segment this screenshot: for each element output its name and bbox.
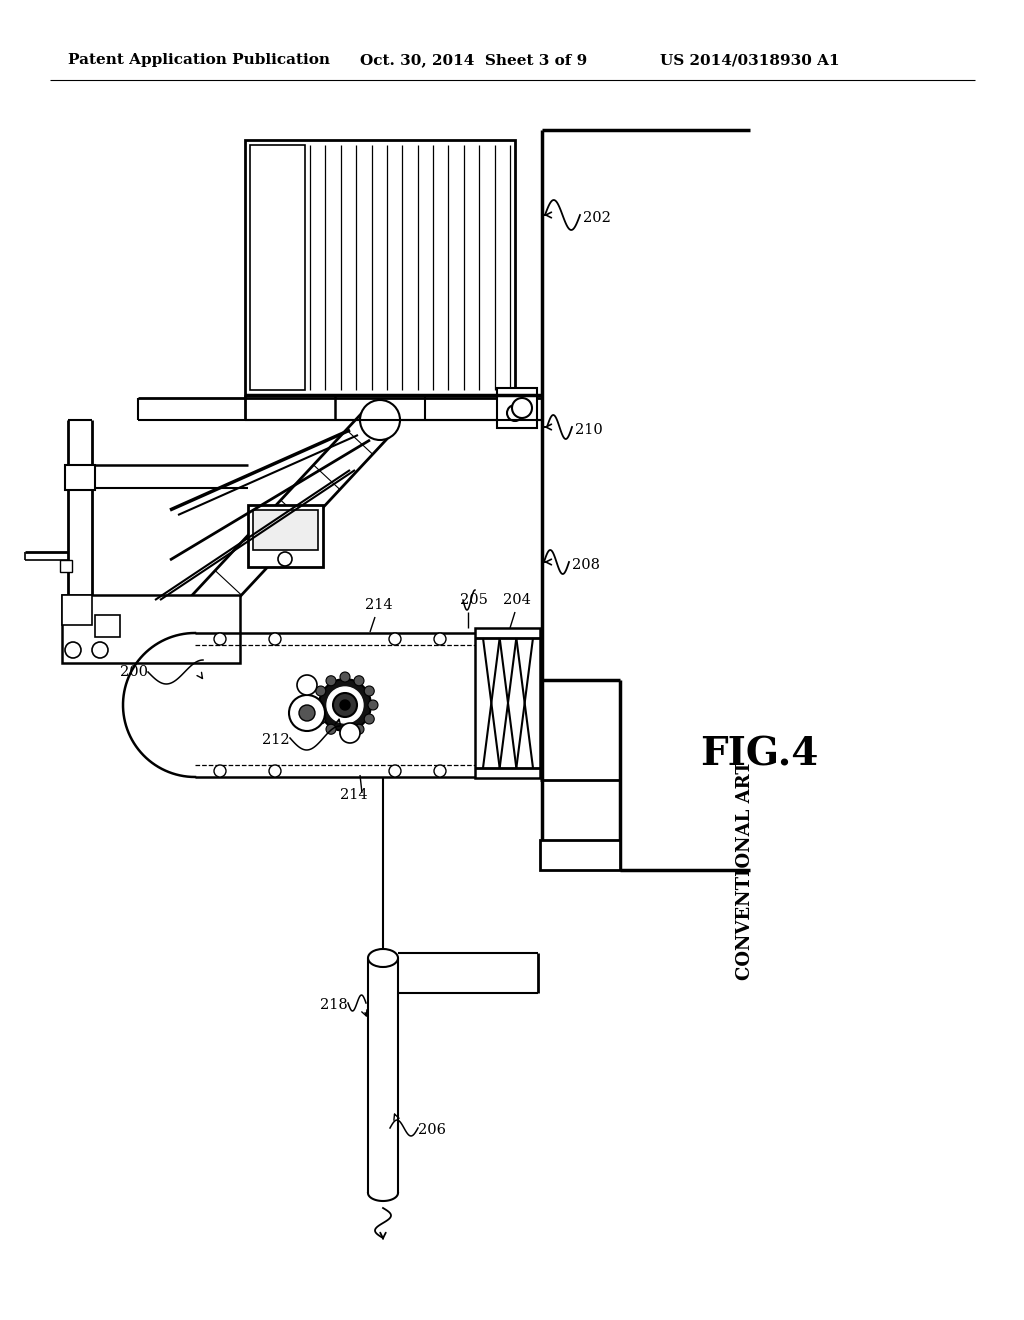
- Circle shape: [269, 634, 281, 645]
- Circle shape: [92, 642, 108, 657]
- Text: 214: 214: [340, 788, 368, 803]
- Text: US 2014/0318930 A1: US 2014/0318930 A1: [660, 53, 840, 67]
- Text: 208: 208: [572, 558, 600, 572]
- Text: 218: 218: [321, 998, 348, 1012]
- Bar: [497, 388, 537, 428]
- Text: 210: 210: [575, 422, 603, 437]
- Circle shape: [269, 766, 281, 777]
- Circle shape: [434, 634, 446, 645]
- Bar: [95, 615, 120, 638]
- Circle shape: [354, 725, 364, 734]
- Circle shape: [289, 696, 325, 731]
- Circle shape: [297, 675, 317, 696]
- Bar: [60, 560, 72, 572]
- Circle shape: [507, 405, 523, 421]
- Text: 212: 212: [262, 733, 290, 747]
- Circle shape: [299, 705, 315, 721]
- Circle shape: [312, 700, 322, 710]
- Bar: [65, 465, 95, 490]
- Circle shape: [315, 714, 326, 723]
- Circle shape: [65, 642, 81, 657]
- Circle shape: [340, 672, 350, 682]
- Circle shape: [368, 700, 378, 710]
- Circle shape: [278, 552, 292, 566]
- Circle shape: [340, 729, 350, 738]
- Circle shape: [389, 766, 401, 777]
- Circle shape: [326, 725, 336, 734]
- Circle shape: [360, 400, 400, 440]
- Circle shape: [214, 634, 226, 645]
- Circle shape: [434, 766, 446, 777]
- Bar: [62, 595, 92, 624]
- Bar: [245, 140, 515, 395]
- Text: Oct. 30, 2014  Sheet 3 of 9: Oct. 30, 2014 Sheet 3 of 9: [360, 53, 587, 67]
- Text: 200: 200: [120, 665, 148, 678]
- Bar: [475, 628, 540, 777]
- Circle shape: [365, 714, 374, 723]
- Bar: [253, 510, 318, 550]
- Text: 204: 204: [503, 593, 530, 607]
- Circle shape: [340, 700, 350, 710]
- Circle shape: [389, 634, 401, 645]
- Circle shape: [365, 686, 374, 696]
- Circle shape: [340, 723, 360, 743]
- Circle shape: [326, 676, 336, 686]
- Text: 214: 214: [365, 598, 392, 612]
- Circle shape: [315, 686, 326, 696]
- Ellipse shape: [368, 949, 398, 968]
- Text: Patent Application Publication: Patent Application Publication: [68, 53, 330, 67]
- Circle shape: [327, 686, 362, 723]
- Circle shape: [354, 676, 364, 686]
- Text: 205: 205: [460, 593, 487, 607]
- Circle shape: [509, 634, 521, 645]
- Bar: [62, 595, 240, 663]
- Text: FIG.4: FIG.4: [700, 737, 818, 774]
- Text: CONVENTIONAL ART: CONVENTIONAL ART: [736, 760, 754, 979]
- Bar: [250, 145, 305, 389]
- Text: 202: 202: [583, 211, 611, 224]
- Circle shape: [319, 678, 371, 731]
- Circle shape: [214, 766, 226, 777]
- Circle shape: [333, 693, 357, 717]
- Bar: [248, 506, 323, 568]
- Circle shape: [155, 620, 195, 660]
- Text: 206: 206: [418, 1123, 446, 1137]
- Circle shape: [512, 399, 532, 418]
- Bar: [540, 840, 620, 870]
- Circle shape: [509, 766, 521, 777]
